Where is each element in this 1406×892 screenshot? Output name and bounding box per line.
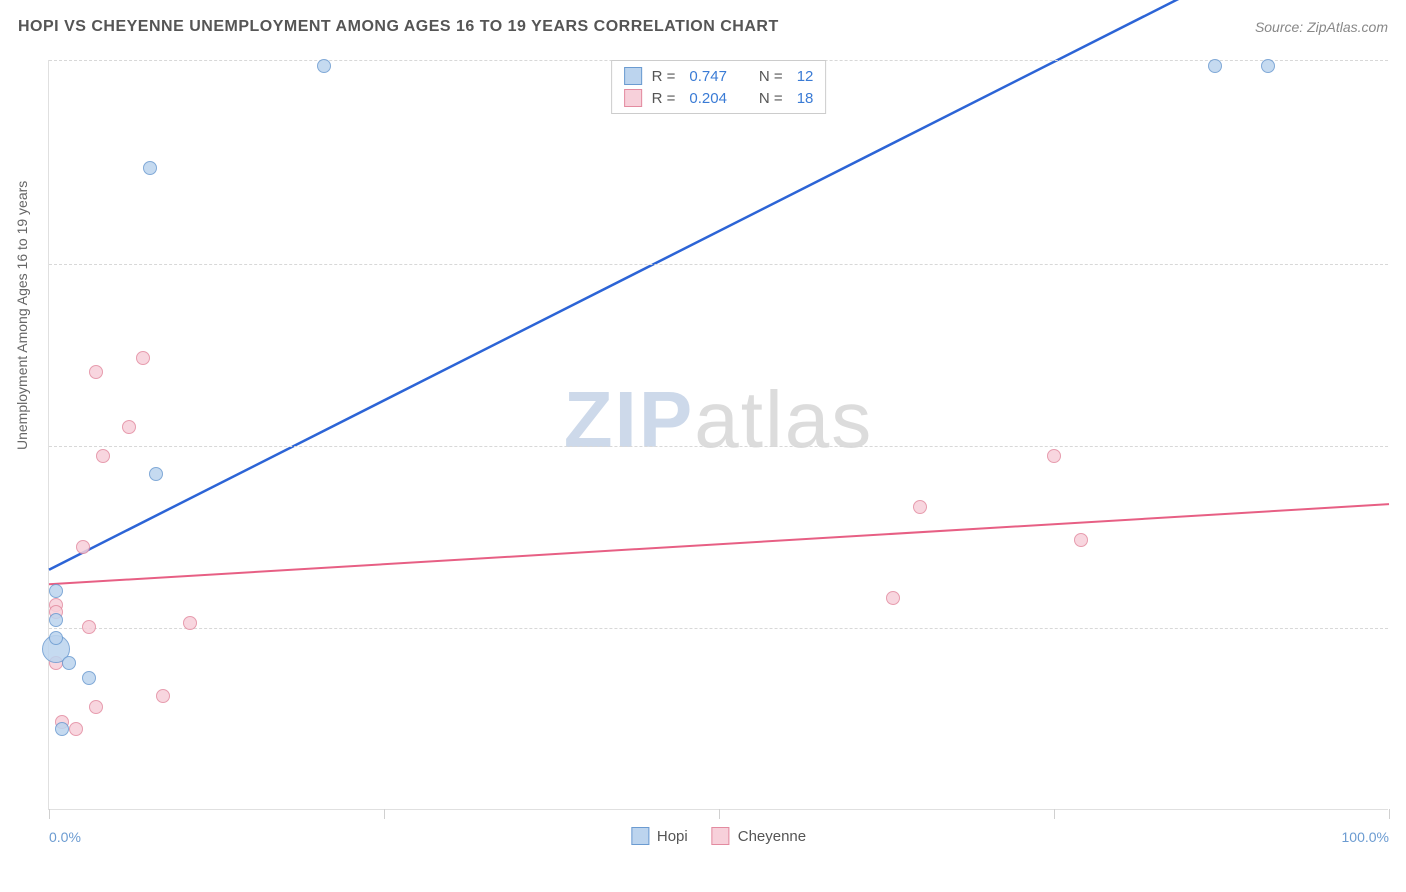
cheyenne-data-point: [1074, 533, 1088, 547]
hopi-data-point: [317, 59, 331, 73]
hopi-data-point: [1261, 59, 1275, 73]
hopi-data-point: [82, 671, 96, 685]
hopi-data-point: [62, 656, 76, 670]
series-legend: Hopi Cheyenne: [631, 827, 806, 845]
hopi-label: Hopi: [657, 828, 688, 845]
hopi-swatch: [624, 67, 642, 85]
regression-lines-layer: [49, 60, 1388, 809]
legend-item-cheyenne: Cheyenne: [712, 827, 806, 845]
chart-title: HOPI VS CHEYENNE UNEMPLOYMENT AMONG AGES…: [18, 18, 779, 36]
hopi-data-point: [49, 613, 63, 627]
x-tick: [384, 809, 385, 819]
cheyenne-data-point: [89, 365, 103, 379]
correlation-legend: R = 0.747 N = 12 R = 0.204 N = 18: [611, 60, 827, 114]
gridline-h: [49, 628, 1388, 629]
cheyenne-data-point: [1047, 449, 1061, 463]
cheyenne-data-point: [136, 351, 150, 365]
r-label: R =: [652, 68, 676, 85]
cheyenne-data-point: [183, 616, 197, 630]
x-tick: [49, 809, 50, 819]
hopi-data-point: [143, 161, 157, 175]
cheyenne-data-point: [82, 620, 96, 634]
cheyenne-data-point: [156, 689, 170, 703]
gridline-h: [49, 264, 1388, 265]
gridline-h: [49, 446, 1388, 447]
hopi-swatch-icon: [631, 827, 649, 845]
cheyenne-data-point: [96, 449, 110, 463]
legend-item-hopi: Hopi: [631, 827, 688, 845]
cheyenne-swatch-icon: [712, 827, 730, 845]
legend-row-cheyenne: R = 0.204 N = 18: [624, 87, 814, 109]
cheyenne-data-point: [76, 540, 90, 554]
n-label: N =: [759, 90, 783, 107]
source-attribution: Source: ZipAtlas.com: [1255, 19, 1388, 35]
cheyenne-data-point: [913, 500, 927, 514]
hopi-data-point: [49, 584, 63, 598]
cheyenne-label: Cheyenne: [738, 828, 806, 845]
y-axis-label: Unemployment Among Ages 16 to 19 years: [14, 181, 30, 450]
x-tick-label: 100.0%: [1342, 829, 1389, 845]
hopi-r-value: 0.747: [689, 68, 727, 85]
cheyenne-data-point: [69, 722, 83, 736]
n-label: N =: [759, 68, 783, 85]
x-tick-label: 0.0%: [49, 829, 81, 845]
hopi-n-value: 12: [797, 68, 814, 85]
r-label: R =: [652, 90, 676, 107]
cheyenne-r-value: 0.204: [689, 90, 727, 107]
cheyenne-data-point: [886, 591, 900, 605]
hopi-data-point: [149, 467, 163, 481]
cheyenne-data-point: [122, 420, 136, 434]
cheyenne-swatch: [624, 89, 642, 107]
x-tick: [1389, 809, 1390, 819]
chart-plot-area: ZIPatlas R = 0.747 N = 12 R = 0.204 N = …: [48, 60, 1388, 810]
hopi-data-point: [55, 722, 69, 736]
x-tick: [719, 809, 720, 819]
hopi-data-point: [1208, 59, 1222, 73]
legend-row-hopi: R = 0.747 N = 12: [624, 65, 814, 87]
x-tick: [1054, 809, 1055, 819]
hopi-data-point: [49, 631, 63, 645]
cheyenne-regression-line: [49, 504, 1389, 584]
cheyenne-data-point: [89, 700, 103, 714]
cheyenne-n-value: 18: [797, 90, 814, 107]
